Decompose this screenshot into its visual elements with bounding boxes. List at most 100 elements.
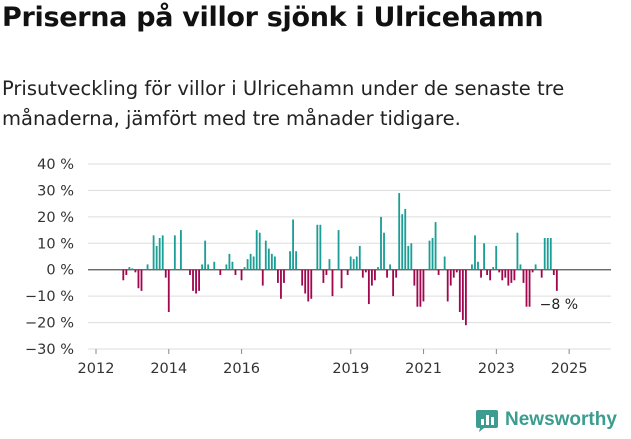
bar	[404, 208, 407, 270]
bar	[498, 269, 501, 273]
bar	[243, 267, 246, 270]
bar	[525, 269, 528, 307]
bar	[179, 230, 182, 270]
bar	[201, 264, 204, 270]
bar	[458, 269, 461, 312]
bar	[364, 269, 367, 273]
bar	[431, 238, 434, 270]
y-tick-label: 0 %	[46, 263, 74, 279]
bar	[370, 269, 373, 286]
bar	[340, 269, 343, 289]
bar	[270, 253, 273, 270]
chart-logo-icon	[476, 410, 498, 432]
bar	[383, 232, 385, 270]
bar	[322, 269, 325, 283]
bar	[195, 269, 197, 294]
bar	[519, 264, 522, 270]
bars	[122, 193, 558, 326]
bar	[267, 248, 270, 270]
bar	[192, 269, 194, 291]
bar	[228, 253, 231, 270]
x-tick-label: 2012	[78, 361, 115, 377]
bar	[455, 269, 458, 273]
bar	[325, 269, 328, 275]
bar	[292, 219, 294, 270]
bar	[492, 267, 495, 270]
bar	[504, 269, 507, 278]
y-tick-label: −10 %	[25, 289, 74, 305]
bar	[280, 269, 282, 299]
bar	[301, 269, 304, 286]
bar	[486, 269, 489, 275]
bar	[319, 224, 322, 270]
bar	[522, 269, 525, 283]
bar	[255, 230, 258, 270]
bar	[307, 269, 310, 302]
bar	[295, 251, 298, 270]
bar	[134, 269, 137, 273]
bar	[283, 269, 285, 283]
brand-name: Newsworthy	[505, 409, 617, 430]
bar	[483, 243, 485, 270]
bar	[546, 238, 549, 270]
bar	[304, 269, 307, 294]
bar	[549, 238, 552, 270]
bar	[543, 238, 546, 270]
bar	[204, 240, 207, 270]
y-tick-label: −20 %	[25, 316, 74, 332]
bar	[513, 269, 516, 281]
bar	[234, 269, 237, 275]
bar	[480, 269, 482, 278]
bar	[125, 269, 128, 275]
bar	[198, 269, 200, 291]
bar	[449, 269, 452, 286]
annotations: −8 %	[540, 297, 578, 313]
gridlines	[88, 163, 611, 350]
x-axis: 2012 2014 2016 2019 2021 2023 2025	[78, 349, 588, 377]
bar	[158, 238, 161, 270]
y-tick-label: −30 %	[25, 342, 74, 358]
bar	[122, 269, 125, 281]
bar	[310, 269, 313, 299]
bar	[419, 269, 422, 307]
bar	[173, 235, 176, 270]
bar	[146, 264, 149, 270]
latest-value-label: −8 %	[540, 297, 578, 313]
bar	[231, 261, 234, 270]
bar	[316, 224, 319, 270]
bar	[471, 264, 473, 270]
bar	[358, 245, 361, 270]
bar	[392, 269, 395, 297]
y-tick-label: 40 %	[37, 157, 74, 173]
bar	[128, 267, 131, 270]
x-tick-label: 2021	[405, 361, 442, 377]
bar	[361, 269, 364, 278]
bar	[416, 269, 419, 307]
bar	[346, 269, 349, 275]
bar	[137, 269, 140, 289]
x-tick-label: 2019	[332, 361, 369, 377]
bar	[501, 269, 504, 281]
bar	[510, 269, 513, 283]
bar	[474, 235, 476, 270]
x-tick-label: 2025	[551, 361, 588, 377]
bar	[407, 245, 410, 270]
bar	[552, 269, 555, 275]
bar	[380, 216, 382, 270]
bar	[410, 243, 413, 270]
bar	[555, 269, 558, 291]
chart-subtitle: Prisutveckling för villor i Ulricehamn u…	[2, 77, 565, 130]
bar	[428, 240, 431, 270]
bar	[507, 269, 510, 286]
bar	[395, 269, 398, 278]
bar	[437, 269, 440, 275]
bar	[246, 259, 249, 270]
bar	[367, 269, 370, 305]
bar	[377, 267, 379, 270]
newsworthy-logo[interactable]: Newsworthy	[475, 408, 617, 432]
bar	[277, 269, 279, 283]
bar	[374, 269, 376, 281]
bar	[167, 269, 170, 312]
bar	[446, 269, 449, 302]
